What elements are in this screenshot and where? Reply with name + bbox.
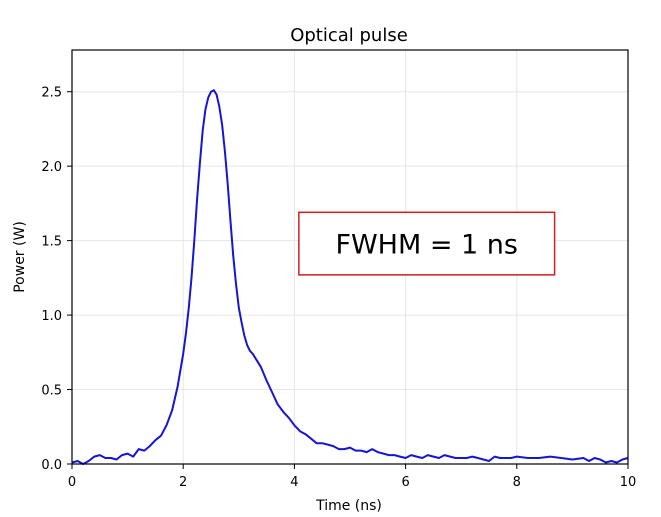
y-tick-label: 1.5 xyxy=(41,235,62,250)
y-tick-label: 1.0 xyxy=(41,309,62,324)
x-axis: 0 2 4 6 8 10 xyxy=(68,464,636,490)
x-tick-label: 8 xyxy=(513,475,521,490)
annotation: FWHM = 1 ns xyxy=(298,211,556,276)
y-tick-label: 2.0 xyxy=(41,160,62,175)
annotation-text: FWHM = 1 ns xyxy=(335,230,518,261)
y-axis: 0.0 0.5 1.0 1.5 2.0 2.5 xyxy=(41,86,72,473)
y-tick-label: 0.0 xyxy=(41,458,62,473)
y-axis-label: Power (W) xyxy=(12,221,28,293)
chart-title: Optical pulse xyxy=(290,25,408,46)
x-tick-label: 0 xyxy=(68,475,76,490)
x-axis-label: Time (ns) xyxy=(315,498,382,514)
x-tick-label: 4 xyxy=(290,475,298,490)
y-tick-label: 0.5 xyxy=(41,384,62,399)
plot-frame xyxy=(71,49,629,465)
series-line xyxy=(71,89,629,465)
x-tick-label: 10 xyxy=(620,475,637,490)
x-tick-label: 6 xyxy=(401,475,409,490)
data-series xyxy=(71,89,629,465)
x-tick-label: 2 xyxy=(179,475,187,490)
y-tick-label: 2.5 xyxy=(41,86,62,101)
annotation-box xyxy=(298,211,556,276)
